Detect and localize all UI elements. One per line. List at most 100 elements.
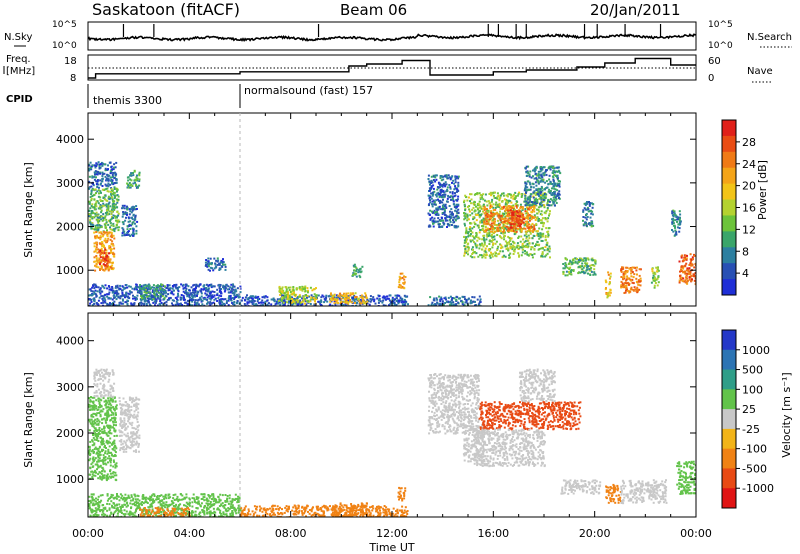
scatter-cell bbox=[169, 292, 172, 295]
scatter-cell bbox=[278, 301, 281, 304]
scatter-cell bbox=[499, 219, 502, 222]
scatter-cell bbox=[465, 251, 467, 254]
scatter-cell bbox=[113, 253, 116, 256]
scatter-cell bbox=[126, 208, 129, 211]
scatter-cell bbox=[440, 298, 443, 301]
scatter-cell bbox=[105, 218, 108, 221]
scatter-cell bbox=[513, 218, 515, 221]
scatter-cell bbox=[90, 185, 93, 188]
scatter-cell bbox=[467, 298, 470, 301]
scatter-cell bbox=[93, 302, 96, 305]
scatter-cell bbox=[401, 286, 404, 289]
scatter-cell bbox=[622, 272, 625, 275]
scatter-cell bbox=[506, 222, 509, 225]
scatter-cell bbox=[220, 292, 223, 295]
scatter-cell bbox=[445, 183, 448, 186]
scatter-cell bbox=[562, 267, 565, 270]
scatter-cell bbox=[93, 171, 96, 174]
scatter-cell bbox=[342, 295, 345, 297]
scatter-cell bbox=[93, 300, 96, 303]
scatter-cell bbox=[97, 228, 100, 231]
scatter-cell bbox=[584, 259, 587, 262]
scatter-cell bbox=[479, 244, 482, 247]
scatter-cell bbox=[95, 201, 98, 204]
scatter-cell bbox=[105, 184, 108, 187]
scatter-cell bbox=[626, 275, 629, 278]
scatter-cell bbox=[436, 220, 439, 223]
scatter-cell bbox=[152, 298, 155, 300]
scatter-cell bbox=[129, 220, 132, 223]
scatter-cell bbox=[93, 188, 96, 191]
scatter-cell bbox=[238, 296, 241, 299]
scatter-cell bbox=[551, 199, 554, 202]
scatter-cell bbox=[537, 174, 540, 177]
scatter-cell bbox=[313, 298, 316, 301]
scatter-cell bbox=[112, 255, 115, 258]
scatter-cell bbox=[111, 286, 114, 288]
scatter-cell bbox=[310, 298, 313, 301]
scatter-cell bbox=[193, 283, 196, 286]
scatter-cell bbox=[186, 293, 189, 296]
scatter-cell bbox=[572, 269, 575, 272]
scatter-cell bbox=[558, 182, 561, 185]
scatter-cell bbox=[353, 263, 356, 266]
scatter-cell bbox=[96, 214, 99, 217]
scatter-cell bbox=[527, 239, 530, 242]
scatter-cell bbox=[386, 295, 389, 298]
scatter-cell bbox=[100, 161, 103, 164]
scatter-cell bbox=[540, 173, 543, 176]
scatter-cell bbox=[694, 283, 696, 286]
scatter-cell bbox=[473, 251, 476, 254]
scatter-cell bbox=[101, 259, 104, 262]
scatter-cell bbox=[100, 243, 103, 246]
scatter-cell bbox=[452, 199, 455, 202]
scatter-cell bbox=[360, 294, 363, 297]
scatter-cell bbox=[589, 274, 592, 276]
scatter-cell bbox=[527, 216, 530, 219]
scatter-cell bbox=[634, 288, 637, 291]
scatter-cell bbox=[548, 174, 551, 177]
noise-right-tick-bottom: 10^0 bbox=[708, 41, 733, 51]
scatter-cell bbox=[625, 266, 628, 269]
scatter-cell bbox=[381, 301, 384, 304]
scatter-cell bbox=[493, 230, 496, 233]
scatter-cell bbox=[469, 301, 472, 304]
scatter-cell bbox=[349, 294, 352, 297]
scatter-cell bbox=[429, 201, 432, 204]
scatter-cell bbox=[587, 258, 590, 261]
scatter-cell bbox=[511, 229, 513, 231]
scatter-cell bbox=[626, 289, 629, 292]
scatter-cell bbox=[283, 303, 286, 306]
scatter-cell bbox=[528, 228, 530, 231]
scatter-cell bbox=[463, 214, 466, 217]
scatter-cell bbox=[432, 220, 435, 223]
scatter-cell bbox=[531, 229, 534, 232]
scatter-cell bbox=[470, 229, 472, 232]
scatter-cell bbox=[457, 175, 460, 178]
scatter-cell bbox=[549, 198, 552, 201]
scatter-cell bbox=[485, 200, 488, 203]
scatter-cell bbox=[94, 226, 97, 229]
scatter-cell bbox=[124, 296, 126, 299]
scatter-cell bbox=[678, 230, 681, 233]
scatter-cell bbox=[639, 277, 642, 280]
scatter-cell bbox=[163, 285, 166, 288]
scatter-cell bbox=[89, 196, 92, 199]
scatter-cell bbox=[556, 184, 559, 187]
scatter-cell bbox=[115, 224, 118, 227]
scatter-cell bbox=[101, 215, 104, 218]
scatter-cell bbox=[519, 203, 522, 206]
scatter-cell bbox=[342, 296, 345, 299]
scatter-cell bbox=[581, 262, 584, 265]
scatter-cell bbox=[495, 212, 498, 215]
scatter-cell bbox=[500, 226, 503, 229]
scatter-cell bbox=[116, 201, 119, 204]
scatter-cell bbox=[94, 237, 97, 240]
scatter-cell bbox=[591, 210, 594, 213]
scatter-cell bbox=[430, 188, 432, 191]
scatter-cell bbox=[428, 180, 431, 183]
scatter-cell bbox=[121, 294, 124, 297]
scatter-cell bbox=[290, 301, 293, 304]
scatter-cell bbox=[138, 173, 141, 176]
scatter-cell bbox=[455, 225, 458, 228]
